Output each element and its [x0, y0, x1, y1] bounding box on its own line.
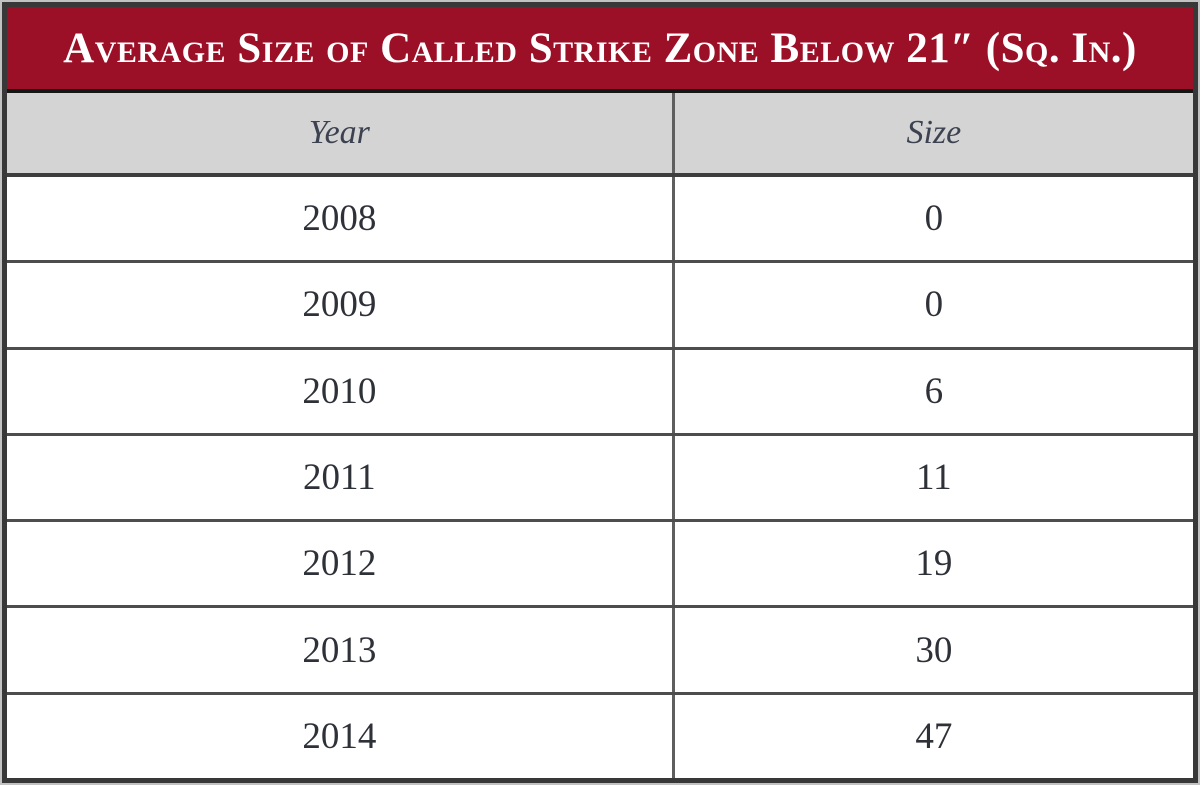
year-cell: 2009 [7, 263, 675, 347]
table-body: 2008 0 2009 0 2010 6 2011 11 2012 19 201… [7, 177, 1193, 778]
table-row: 2012 19 [7, 522, 1193, 609]
column-header-year: Year [7, 93, 675, 173]
table-header-row: Year Size [7, 93, 1193, 177]
year-cell: 2013 [7, 608, 675, 692]
table-row: 2014 47 [7, 694, 1193, 778]
size-cell: 6 [924, 370, 944, 412]
year-cell: 2012 [7, 522, 675, 606]
table-row: 2010 6 [7, 349, 1193, 436]
table-row: 2008 0 [7, 177, 1193, 264]
table-row: 2013 30 [7, 608, 1193, 695]
table-title: Average Size of Called Strike Zone Below… [7, 7, 1193, 93]
size-cell: 0 [924, 284, 944, 326]
table-row: 2011 11 [7, 435, 1193, 523]
year-cell: 2010 [7, 349, 675, 433]
table-row: 2009 0 [7, 263, 1193, 350]
size-cell: 11 [916, 456, 952, 498]
size-cell: 0 [924, 198, 944, 240]
year-cell: 2014 [7, 694, 675, 778]
size-cell: 30 [915, 629, 953, 671]
year-cell: 2008 [7, 177, 675, 261]
size-cell: 47 [915, 715, 953, 757]
size-cell: 19 [915, 543, 953, 585]
year-cell: 2011 [7, 435, 675, 520]
column-header-size: Size [906, 114, 962, 151]
